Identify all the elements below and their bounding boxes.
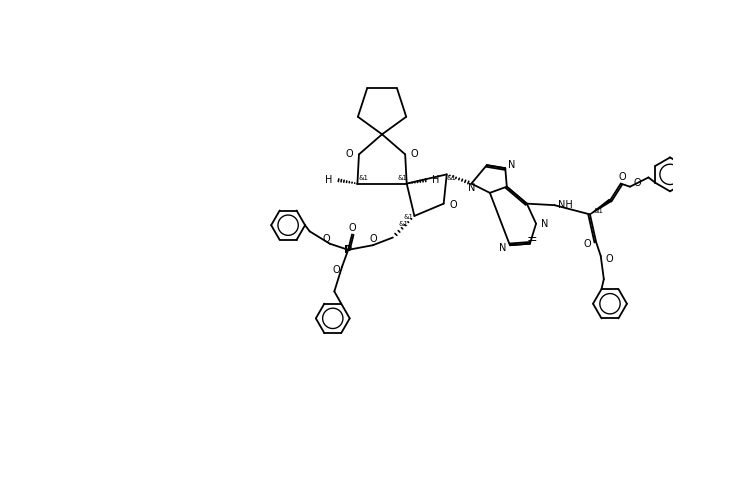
Text: &1: &1 — [404, 215, 413, 221]
Text: N: N — [468, 183, 476, 193]
Text: N: N — [500, 244, 507, 253]
Text: O: O — [583, 239, 591, 248]
Text: O: O — [605, 254, 613, 264]
Text: &1: &1 — [358, 175, 368, 181]
Text: O: O — [410, 149, 419, 159]
Text: O: O — [633, 178, 640, 188]
Text: O: O — [322, 234, 331, 244]
Text: O: O — [346, 149, 353, 159]
Text: O: O — [619, 171, 626, 182]
Text: &1: &1 — [446, 175, 456, 181]
Text: N: N — [541, 219, 548, 229]
Text: H: H — [325, 175, 332, 185]
Text: O: O — [369, 234, 376, 244]
Text: O: O — [449, 200, 457, 210]
Text: =: = — [526, 233, 537, 247]
Text: &1: &1 — [397, 175, 407, 181]
Text: &1: &1 — [593, 208, 603, 214]
Text: NH: NH — [557, 200, 572, 210]
Text: H: H — [432, 175, 439, 185]
Text: N: N — [509, 160, 516, 170]
Polygon shape — [590, 199, 610, 214]
Text: P: P — [344, 245, 352, 255]
Text: &1: &1 — [399, 221, 409, 227]
Text: O: O — [348, 223, 355, 233]
Text: O: O — [332, 265, 340, 275]
